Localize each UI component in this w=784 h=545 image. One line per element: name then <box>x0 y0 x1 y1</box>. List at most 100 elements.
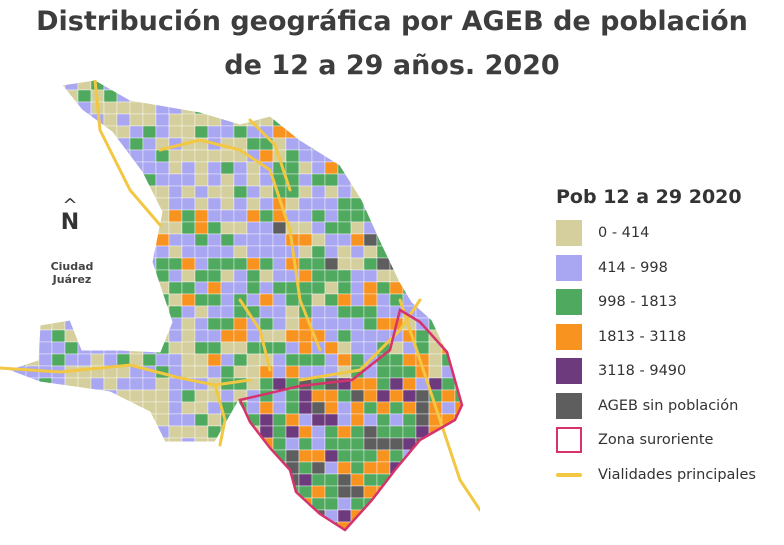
ageb-area <box>272 317 287 331</box>
ageb-area <box>350 305 365 319</box>
ageb-area <box>311 245 326 259</box>
north-arrow-icon: ^ <box>62 195 78 216</box>
ageb-area <box>246 80 261 91</box>
ageb-area <box>168 209 183 223</box>
ageb-area <box>155 125 170 139</box>
ageb-area <box>181 80 196 91</box>
legend-item: 0 - 414 <box>556 216 756 251</box>
ageb-area <box>90 449 105 463</box>
ageb-area <box>285 425 300 439</box>
ageb-area <box>259 149 274 163</box>
ageb-area <box>298 329 313 343</box>
ageb-area <box>402 137 417 151</box>
ageb-area <box>402 401 417 415</box>
ageb-area <box>129 161 144 175</box>
ageb-area <box>233 209 248 223</box>
ageb-area <box>103 101 118 115</box>
legend-swatch <box>556 289 582 316</box>
ageb-area <box>194 425 209 439</box>
ageb-area <box>468 270 480 282</box>
ageb-area <box>298 173 313 187</box>
ageb-area <box>415 80 430 91</box>
ageb-area <box>285 101 300 115</box>
ageb-area <box>363 461 378 475</box>
ageb-area <box>350 89 365 103</box>
ageb-area <box>12 293 27 307</box>
ageb-area <box>25 161 40 175</box>
ageb-area <box>181 269 196 283</box>
ageb-area <box>103 113 118 127</box>
legend-item: Zona suroriente <box>556 423 756 458</box>
ageb-area <box>376 437 391 451</box>
ageb-area <box>273 534 286 545</box>
ageb-area <box>116 509 131 523</box>
ageb-area <box>415 281 430 295</box>
ageb-area <box>181 341 196 355</box>
ageb-area <box>38 89 53 103</box>
ageb-area <box>454 149 462 163</box>
ageb-area <box>350 113 365 127</box>
ageb-area <box>259 89 274 103</box>
ageb-area <box>116 197 131 211</box>
ageb-area <box>12 173 27 187</box>
ageb-area <box>259 377 274 391</box>
ageb-area <box>155 473 170 487</box>
legend-label: 414 - 998 <box>598 259 668 276</box>
ageb-area <box>8 425 14 439</box>
ageb-area <box>259 293 274 307</box>
ageb-area <box>246 209 261 223</box>
ageb-area <box>363 389 378 403</box>
ageb-area <box>51 305 66 319</box>
ageb-area <box>195 534 208 545</box>
ageb-area <box>272 365 287 379</box>
ageb-area <box>64 113 79 127</box>
ageb-area <box>441 209 456 223</box>
ageb-area <box>337 401 352 415</box>
ageb-area <box>454 185 462 199</box>
ageb-area <box>90 389 105 403</box>
ageb-area <box>116 269 131 283</box>
ageb-area <box>38 305 53 319</box>
ageb-area <box>324 401 339 415</box>
ageb-area <box>12 473 27 487</box>
ageb-area <box>168 401 183 415</box>
ageb-area <box>38 497 53 511</box>
ageb-area <box>25 209 40 223</box>
ageb-area <box>272 293 287 307</box>
ageb-area <box>246 89 261 103</box>
ageb-area <box>233 353 248 367</box>
ageb-area <box>12 161 27 175</box>
ageb-area <box>194 281 209 295</box>
ageb-area <box>12 245 27 259</box>
ageb-area <box>441 521 456 530</box>
ageb-area <box>428 101 443 115</box>
ageb-area <box>51 509 66 523</box>
ageb-area <box>207 281 222 295</box>
ageb-area <box>455 534 468 545</box>
ageb-area <box>468 162 480 174</box>
ageb-area <box>428 233 443 247</box>
ageb-area <box>350 137 365 151</box>
ageb-area <box>441 317 456 331</box>
ageb-area <box>350 149 365 163</box>
ageb-area <box>428 80 443 91</box>
ageb-area <box>8 137 14 151</box>
ageb-area <box>194 173 209 187</box>
ageb-area <box>272 497 287 511</box>
ageb-area <box>90 377 105 391</box>
ageb-area <box>90 413 105 427</box>
ageb-area <box>376 509 391 523</box>
ageb-area <box>454 113 462 127</box>
ageb-area <box>129 509 144 523</box>
ageb-area <box>103 221 118 235</box>
ageb-area <box>116 341 131 355</box>
ageb-area <box>272 269 287 283</box>
ageb-area <box>363 80 378 91</box>
ageb-area <box>272 257 287 271</box>
ageb-area <box>428 449 443 463</box>
ageb-area <box>168 293 183 307</box>
ageb-area <box>389 149 404 163</box>
ageb-area <box>468 210 480 222</box>
ageb-area <box>337 221 352 235</box>
ageb-area <box>220 149 235 163</box>
